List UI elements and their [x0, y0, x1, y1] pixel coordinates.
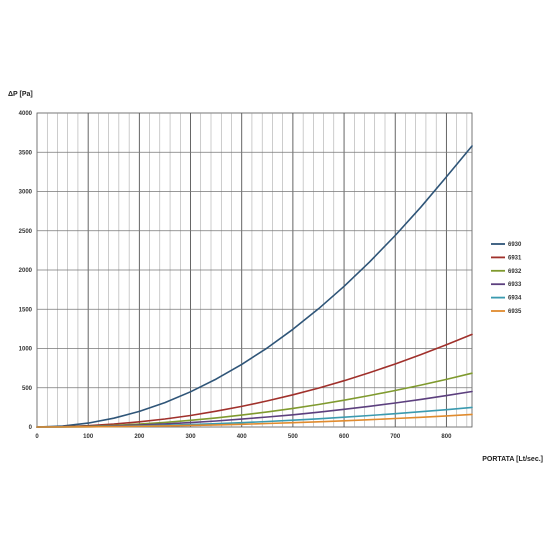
x-tick-label: 300 [186, 434, 197, 440]
legend-label: 6933 [508, 282, 522, 288]
y-tick-label: 3000 [19, 190, 33, 196]
series-line-6930 [36, 145, 473, 428]
x-tick-label: 0 [35, 434, 39, 440]
y-tick-label: 3500 [19, 150, 33, 156]
y-tick-label: 1000 [19, 347, 33, 353]
y-tick-label: 0 [29, 425, 33, 431]
series-line-6935 [36, 413, 473, 428]
legend-label: 6931 [508, 255, 522, 261]
legend-label: 6934 [508, 296, 522, 302]
legend-label: 6935 [508, 309, 522, 315]
x-tick-label: 200 [134, 434, 145, 440]
grid [37, 113, 472, 427]
series-line-6932 [36, 372, 473, 428]
x-tick-label: 600 [339, 434, 350, 440]
series-lines [36, 145, 473, 428]
y-tick-label: 2500 [19, 229, 33, 235]
x-tick-label: 400 [237, 434, 248, 440]
y-tick-label: 2000 [19, 268, 33, 274]
x-tick-label: 800 [441, 434, 452, 440]
y-tick-label: 4000 [19, 111, 33, 117]
x-tick-label: 100 [83, 434, 94, 440]
tick-labels: 0 100 200 300 400 500 600 700 800 0 500 1000 1500 200… [19, 111, 452, 440]
legend: 6930 6931 6932 6933 6934 6935 [491, 242, 522, 315]
legend-label: 6930 [508, 242, 522, 248]
x-tick-label: 500 [288, 434, 299, 440]
x-axis-label: PORTATA [Lt/sec.] [482, 456, 543, 463]
y-tick-label: 1500 [19, 307, 33, 313]
x-tick-label: 700 [390, 434, 401, 440]
y-axis-label: ΔP [Pa] [8, 91, 33, 98]
legend-label: 6932 [508, 269, 522, 275]
y-tick-label: 500 [22, 386, 33, 392]
series-line-6931 [36, 333, 473, 428]
